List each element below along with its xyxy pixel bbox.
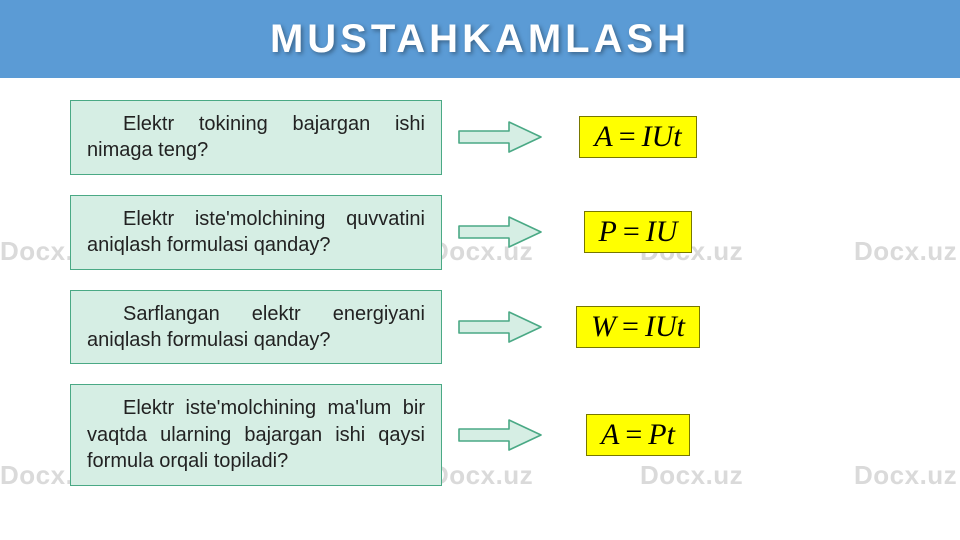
formula-left: P — [599, 215, 617, 248]
question-box: Elektr iste'molchining quvvatini aniqlas… — [70, 195, 442, 270]
formula-wrap: W=IUt — [558, 306, 718, 348]
formula-right: Pt — [648, 418, 675, 451]
arrow-icon — [457, 309, 543, 345]
question-box: Elektr tokining bajargan ishi nimaga ten… — [70, 100, 442, 175]
page-title: MUSTAHKAMLASH — [270, 17, 690, 62]
arrow-wrap — [450, 417, 550, 453]
arrow-icon — [457, 119, 543, 155]
formula-wrap: A=IUt — [558, 116, 718, 158]
equals-sign: = — [619, 120, 636, 153]
formula-box: W=IUt — [576, 306, 700, 348]
formula-wrap: A=Pt — [558, 414, 718, 456]
equals-sign: = — [623, 215, 640, 248]
qa-row: Sarflangan elektr energiyani aniqlash fo… — [70, 290, 912, 365]
arrow-icon — [457, 417, 543, 453]
question-box: Sarflangan elektr energiyani aniqlash fo… — [70, 290, 442, 365]
arrow-wrap — [450, 119, 550, 155]
question-box: Elektr iste'molchining ma'lum bir vaqtda… — [70, 384, 442, 485]
formula-box: P=IU — [584, 211, 693, 253]
formula-box: A=IUt — [579, 116, 696, 158]
arrow-wrap — [450, 309, 550, 345]
title-bar: MUSTAHKAMLASH — [0, 0, 960, 78]
content-area: Elektr tokining bajargan ishi nimaga ten… — [0, 78, 960, 526]
formula-right: IU — [646, 215, 678, 248]
equals-sign: = — [625, 418, 642, 451]
formula-left: A — [594, 120, 612, 153]
formula-right: IUt — [645, 310, 685, 343]
equals-sign: = — [622, 310, 639, 343]
formula-left: A — [601, 418, 619, 451]
formula-left: W — [591, 310, 616, 343]
formula-box: A=Pt — [586, 414, 690, 456]
formula-wrap: P=IU — [558, 211, 718, 253]
formula-right: IUt — [642, 120, 682, 153]
qa-row: Elektr iste'molchining ma'lum bir vaqtda… — [70, 384, 912, 485]
arrow-icon — [457, 214, 543, 250]
qa-row: Elektr tokining bajargan ishi nimaga ten… — [70, 100, 912, 175]
arrow-wrap — [450, 214, 550, 250]
qa-row: Elektr iste'molchining quvvatini aniqlas… — [70, 195, 912, 270]
